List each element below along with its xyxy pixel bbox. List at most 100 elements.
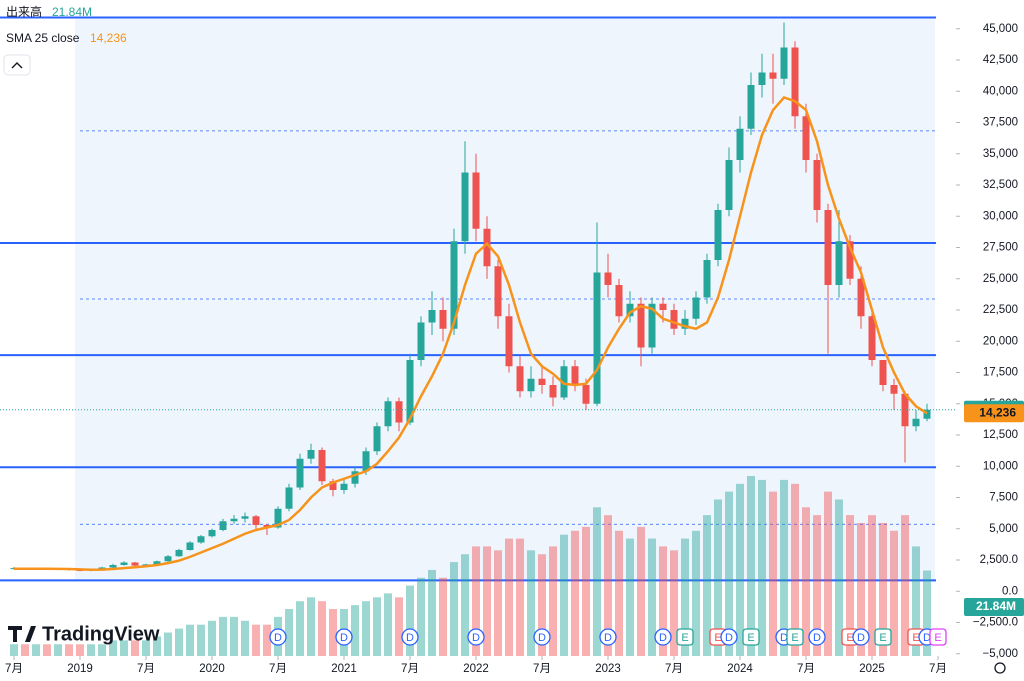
volume-bar <box>582 526 590 656</box>
candle-body <box>901 393 909 427</box>
y-tick-label: 40,000 <box>983 85 1018 97</box>
candle-body <box>395 401 403 423</box>
volume-bar <box>43 644 51 656</box>
candle-body <box>846 241 854 279</box>
candle-body <box>648 303 656 348</box>
volume-bar <box>164 632 172 656</box>
candle-body <box>802 116 810 160</box>
earnings-marker <box>929 628 947 646</box>
candle-body <box>186 542 194 550</box>
event-label: D <box>923 632 931 644</box>
volume-bar <box>483 546 491 656</box>
event-label: D <box>780 632 788 644</box>
candle-body <box>879 360 887 385</box>
candle-body <box>659 303 667 310</box>
volume-bar <box>527 550 535 656</box>
volume-bar <box>516 538 524 656</box>
sma-title: SMA 25 close <box>6 31 80 45</box>
dividend-marker <box>467 628 485 646</box>
volume-bar <box>890 530 898 656</box>
event-label: D <box>274 632 282 644</box>
y-tick-label: 22,500 <box>983 304 1018 316</box>
candle-body <box>373 426 381 452</box>
volume-bar <box>725 491 733 656</box>
volume-bar <box>923 570 931 656</box>
volume-bar <box>21 644 29 656</box>
volume-bar <box>912 546 920 656</box>
candle-body <box>835 241 843 285</box>
x-tick-label: 2022 <box>463 663 489 675</box>
volume-bar <box>109 640 117 656</box>
earnings-marker <box>676 628 694 646</box>
volume-bar <box>76 644 84 656</box>
candle-body <box>604 272 612 285</box>
volume-bar <box>670 550 678 656</box>
volume-bar <box>318 601 326 656</box>
volume-bar <box>406 585 414 656</box>
candle-body <box>406 360 414 423</box>
volume-bar <box>10 644 18 656</box>
candle-body <box>505 316 513 367</box>
event-label: E <box>846 632 853 644</box>
x-tick-label: 7月 <box>269 663 287 675</box>
candle-body <box>252 516 260 525</box>
volume-bar <box>461 554 469 656</box>
volume-bar <box>901 515 909 656</box>
settings-button[interactable] <box>994 662 1006 674</box>
event-label: D <box>857 632 865 644</box>
volume-bar <box>208 620 216 656</box>
volume-bar <box>472 546 480 656</box>
volume-bar <box>296 601 304 656</box>
event-label: D <box>406 632 414 644</box>
dividend-marker <box>599 628 617 646</box>
candle-body <box>307 450 315 459</box>
x-tick-label: 2023 <box>595 663 621 675</box>
volume-bar <box>153 636 161 656</box>
candle-body <box>153 561 161 565</box>
volume-bar <box>736 483 744 656</box>
volume-bar <box>186 624 194 656</box>
volume-bar <box>824 491 832 656</box>
candle-body <box>527 378 535 392</box>
dividend-marker <box>269 628 287 646</box>
x-tick-label: 7月 <box>533 663 551 675</box>
event-label: D <box>472 632 480 644</box>
collapse-button[interactable] <box>3 54 31 76</box>
volume-bar <box>450 562 458 656</box>
y-tick-label: 17,500 <box>983 367 1018 379</box>
earnings-marker <box>742 628 760 646</box>
volume-bar <box>637 526 645 656</box>
volume-bar <box>175 628 183 656</box>
candle-body <box>692 297 700 319</box>
candle-body <box>758 72 766 85</box>
candle-body <box>747 85 755 129</box>
candle-body <box>208 530 216 537</box>
candle-body <box>417 322 425 360</box>
volume-bar <box>560 534 568 656</box>
volume-label-box <box>964 598 1024 616</box>
volume-bar <box>197 624 205 656</box>
volume-bar <box>87 644 95 656</box>
y-tick-label: 35,000 <box>983 148 1018 160</box>
candle-body <box>131 562 139 566</box>
volume-bar <box>769 491 777 656</box>
candle-body <box>439 310 447 329</box>
event-label: D <box>604 632 612 644</box>
candle-body <box>725 160 733 210</box>
event-label: D <box>659 632 667 644</box>
y-tick-label: 42,500 <box>983 54 1018 66</box>
x-tick-label: 2020 <box>199 663 225 675</box>
candle-body <box>450 241 458 329</box>
event-label: E <box>912 632 919 644</box>
y-tick-label: 25,000 <box>983 273 1018 285</box>
candle-body <box>857 278 865 317</box>
event-label: D <box>725 632 733 644</box>
candle-body <box>769 72 777 79</box>
candle-body <box>197 536 205 543</box>
candle-body <box>736 128 744 160</box>
candle-body <box>461 172 469 242</box>
volume-bar <box>329 609 337 656</box>
candle-body <box>175 550 183 557</box>
volume-title: 出来高 <box>6 4 42 19</box>
